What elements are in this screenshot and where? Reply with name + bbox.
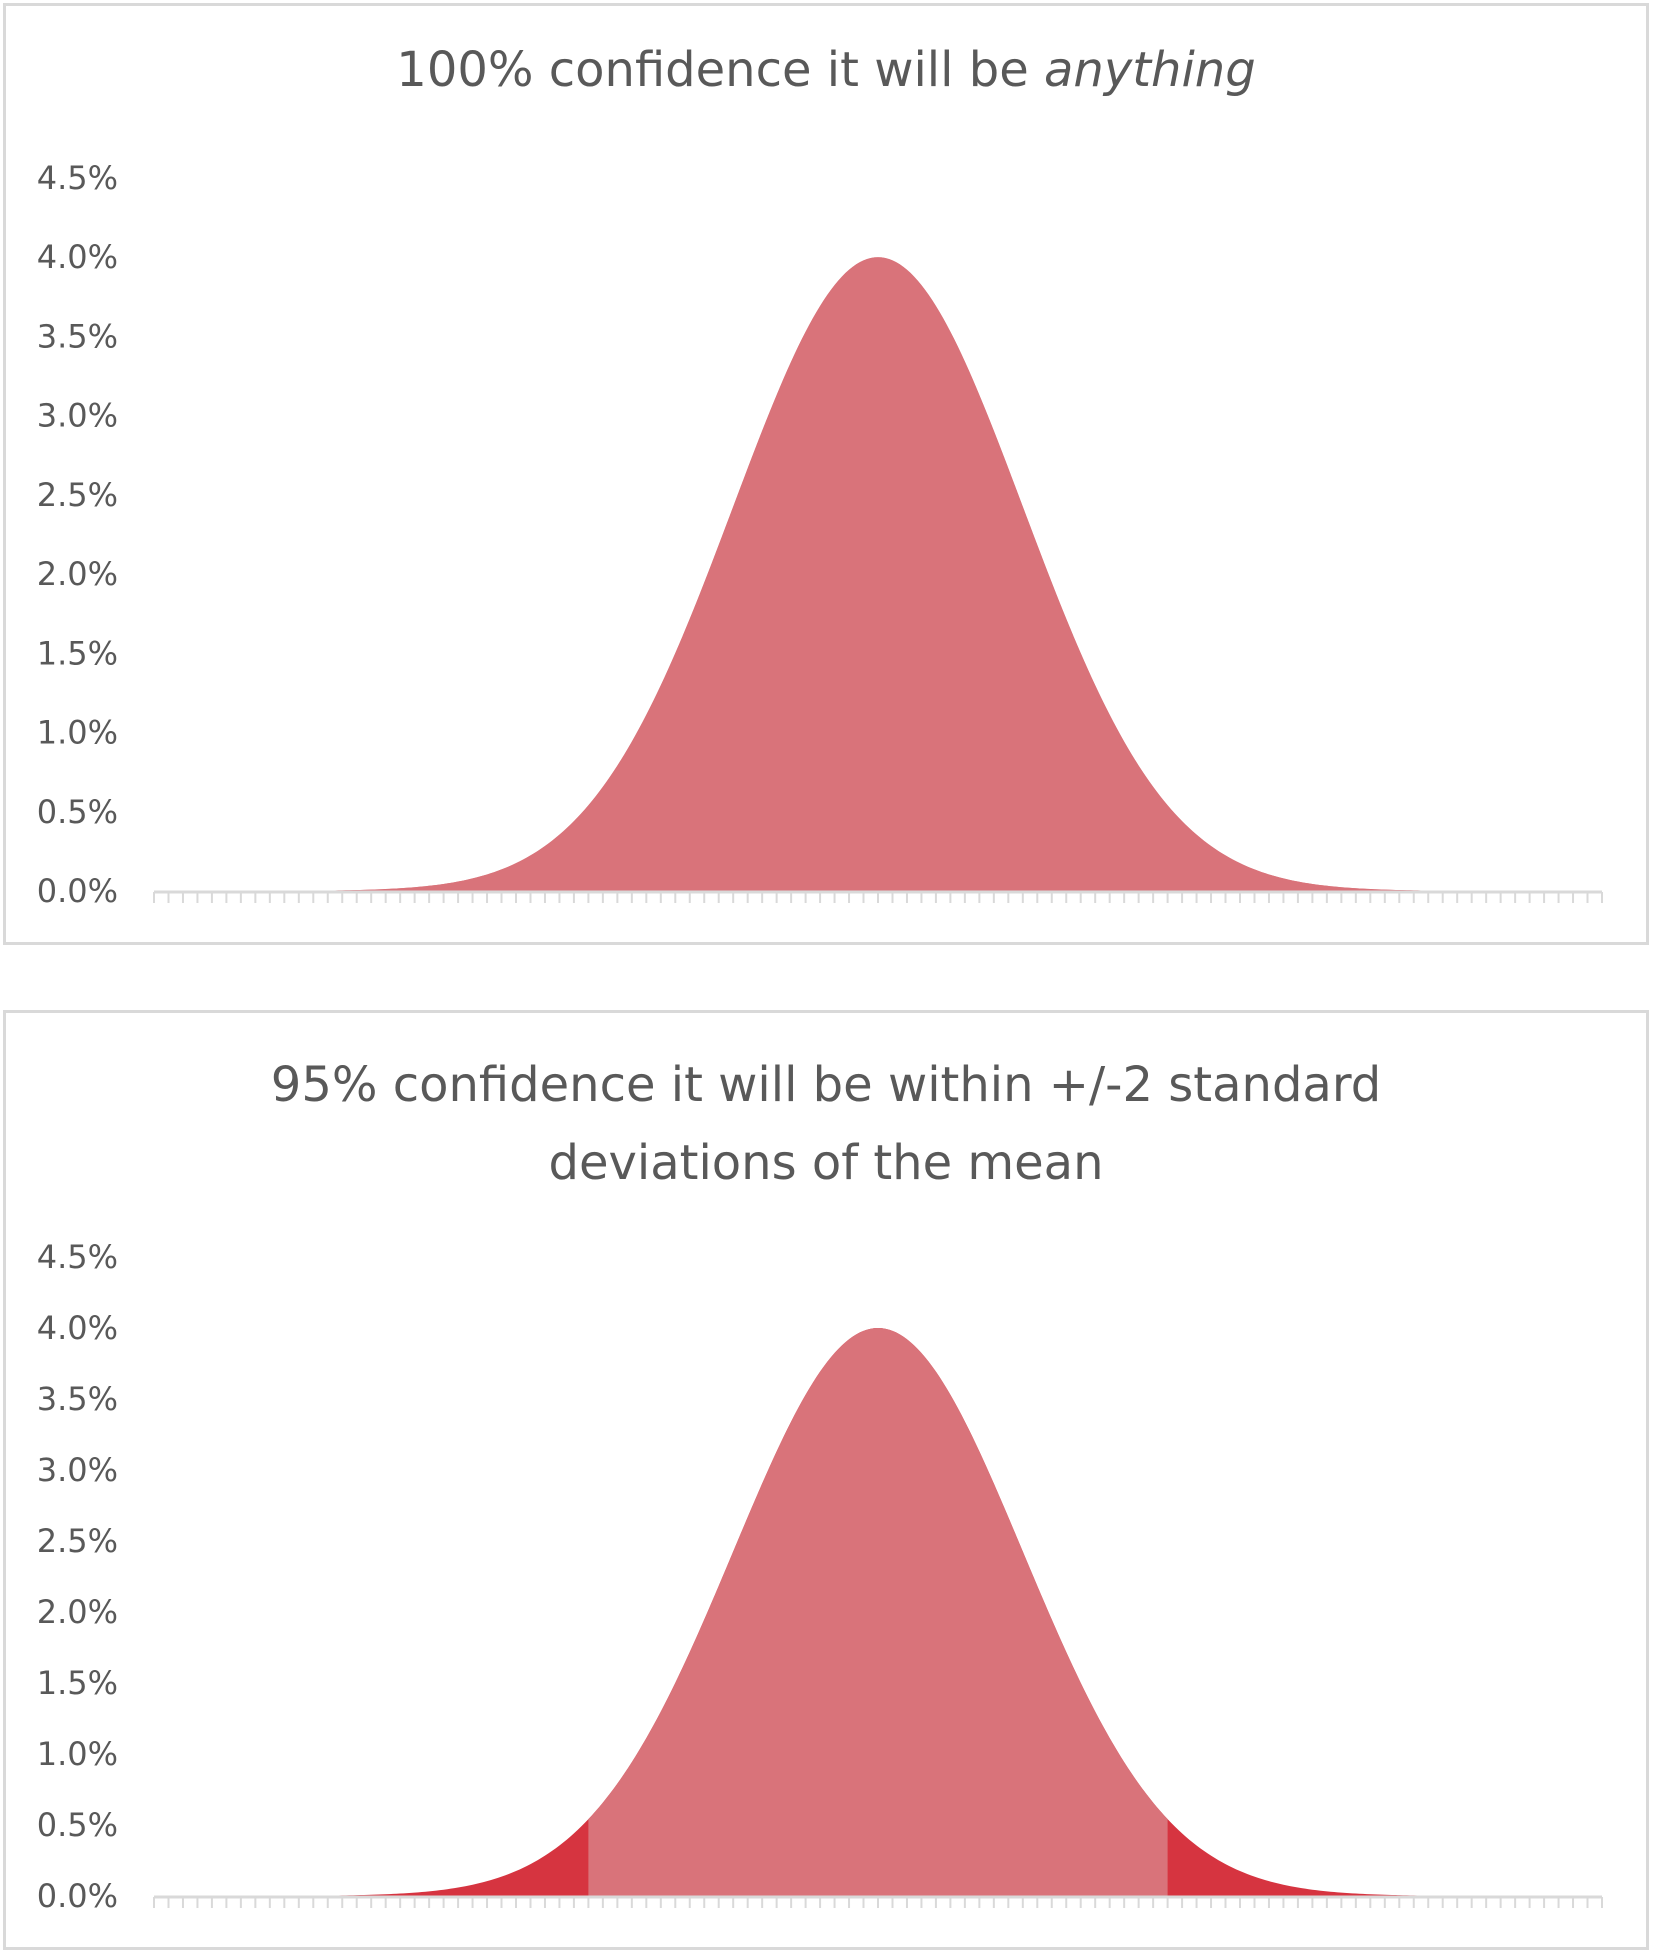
chart-title: 100% confidence it will be anything (396, 42, 1255, 98)
chart-title-part-0: 100% confidence it will be (396, 42, 1044, 98)
y-tick-label: 1.5% (37, 1664, 118, 1702)
y-tick-label: 3.0% (37, 397, 118, 435)
chart-title-line-0: 95% confidence it will be within +/-2 st… (271, 1057, 1381, 1113)
chart-title-part-1: anything (1044, 42, 1256, 98)
y-tick-label: 2.5% (37, 476, 118, 514)
y-tick-label: 3.5% (37, 317, 118, 355)
y-tick-label: 1.0% (37, 1735, 118, 1773)
chart-1-svg: 100% confidence it will be anything 0.0% 0… (37, 42, 1603, 910)
y-tick-label: 2.0% (37, 555, 118, 593)
y-tick-label: 3.0% (37, 1451, 118, 1489)
chart-2-svg: 95% confidence it will be within +/-2 st… (37, 1057, 1603, 1915)
chart-title-line-1: deviations of the mean (548, 1135, 1103, 1191)
y-tick-label: 3.5% (37, 1380, 118, 1418)
chart-panel-95-percent: 95% confidence it will be within +/-2 st… (3, 1010, 1649, 1950)
chart-panel-anything: 100% confidence it will be anything 0.0% 0… (3, 3, 1649, 945)
y-tick-label: 1.0% (37, 714, 118, 752)
y-tick-label: 2.0% (37, 1593, 118, 1631)
y-tick-label: 0.0% (37, 872, 118, 910)
y-tick-label: 2.5% (37, 1522, 118, 1560)
y-tick-label: 1.5% (37, 634, 118, 672)
distribution-confidence-area (154, 257, 1602, 892)
y-tick-label: 0.0% (37, 1877, 118, 1915)
y-tick-label: 0.5% (37, 793, 118, 831)
y-tick-label: 4.0% (37, 238, 118, 276)
y-tick-label: 4.5% (37, 159, 118, 197)
y-tick-label: 4.0% (37, 1309, 118, 1347)
distribution-confidence-area (588, 1328, 1168, 1896)
y-tick-label: 0.5% (37, 1806, 118, 1844)
y-tick-label: 4.5% (37, 1238, 118, 1276)
